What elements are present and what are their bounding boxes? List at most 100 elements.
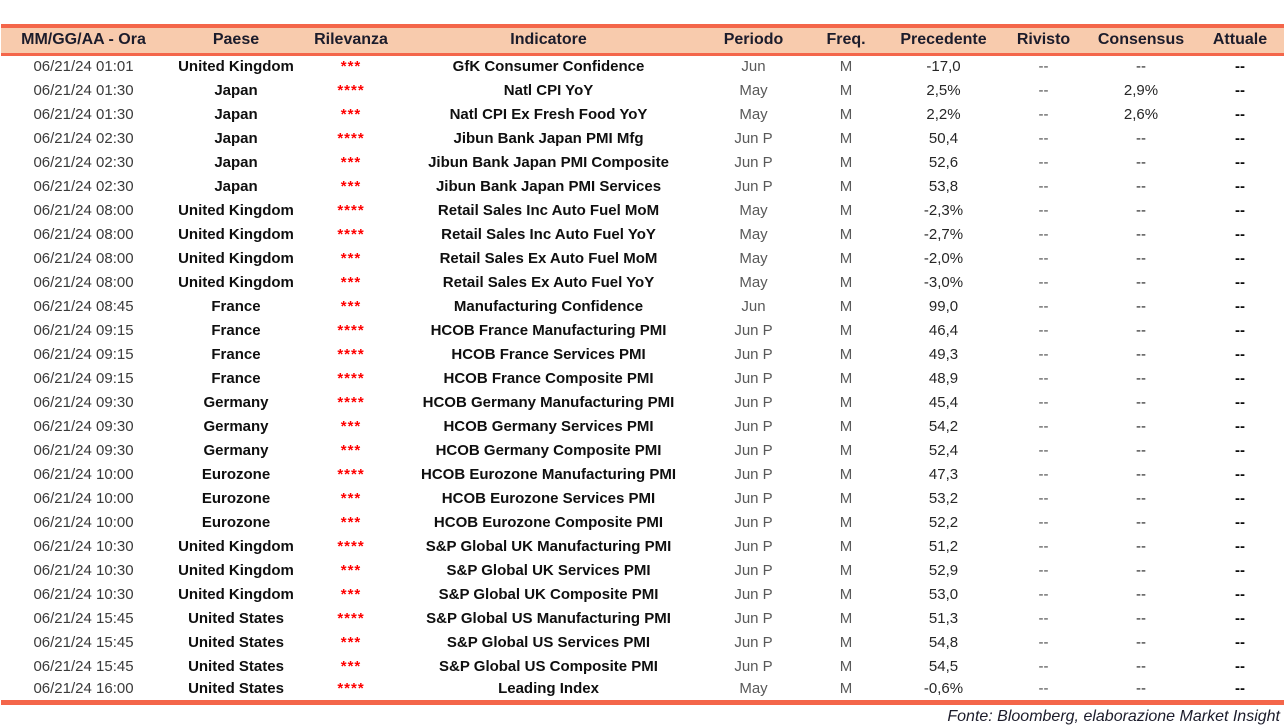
- cell-consensus: --: [1136, 657, 1146, 675]
- cell-frequency: M: [839, 609, 853, 627]
- cell-period: Jun P: [734, 177, 773, 195]
- cell-actual: --: [1235, 249, 1245, 267]
- cell-actual: --: [1235, 129, 1245, 147]
- table-row: 06/21/24 01:01 United Kingdom *** GfK Co…: [1, 54, 1284, 78]
- cell-country: France: [211, 321, 261, 339]
- cell-previous: 50,4: [928, 129, 959, 147]
- column-header-consensus: Consensus: [1086, 24, 1196, 56]
- cell-period: Jun P: [734, 609, 773, 627]
- relevance-stars-icon: ****: [337, 345, 365, 363]
- cell-indicator: HCOB Eurozone Services PMI: [441, 489, 656, 507]
- relevance-stars-icon: ***: [340, 417, 362, 435]
- cell-actual: --: [1235, 417, 1245, 435]
- relevance-stars-icon: ****: [337, 225, 365, 243]
- cell-period: Jun P: [734, 585, 773, 603]
- cell-frequency: M: [839, 249, 853, 267]
- cell-revised: --: [1038, 177, 1049, 195]
- cell-frequency: M: [839, 153, 853, 171]
- cell-actual: --: [1235, 561, 1245, 579]
- table-row: 06/21/24 08:00 United Kingdom **** Retai…: [1, 198, 1284, 222]
- cell-previous: 53,2: [928, 489, 959, 507]
- cell-indicator: S&P Global UK Services PMI: [446, 561, 651, 579]
- cell-actual: --: [1235, 633, 1245, 651]
- cell-actual: --: [1235, 489, 1245, 507]
- table-row: 06/21/24 02:30 Japan *** Jibun Bank Japa…: [1, 174, 1284, 198]
- table-row: 06/21/24 10:00 Eurozone *** HCOB Eurozon…: [1, 486, 1284, 510]
- table-row: 06/21/24 10:30 United Kingdom *** S&P Gl…: [1, 582, 1284, 606]
- cell-revised: --: [1001, 678, 1086, 705]
- cell-datetime: 06/21/24 09:15: [33, 321, 134, 339]
- cell-previous: 51,2: [928, 537, 959, 555]
- relevance-stars-icon: ****: [337, 537, 365, 555]
- header-row: MM/GG/AA - Ora Paese Rilevanza Indicator…: [1, 24, 1284, 56]
- cell-indicator: HCOB Eurozone Composite PMI: [433, 513, 664, 531]
- cell-consensus: --: [1086, 678, 1196, 705]
- cell-consensus: --: [1136, 225, 1146, 243]
- cell-previous: 52,2: [928, 513, 959, 531]
- cell-indicator: Natl CPI YoY: [503, 81, 594, 99]
- table-row: 06/21/24 09:30 Germany *** HCOB Germany …: [1, 414, 1284, 438]
- cell-consensus: --: [1136, 417, 1146, 435]
- cell-actual: --: [1235, 393, 1245, 411]
- cell-previous: -2,7%: [923, 225, 964, 243]
- cell-country: United Kingdom: [178, 273, 294, 291]
- cell-period: Jun P: [734, 489, 773, 507]
- table-row: 06/21/24 09:15 France **** HCOB France C…: [1, 366, 1284, 390]
- cell-country: United States: [188, 609, 284, 627]
- cell-revised: --: [1038, 321, 1049, 339]
- cell-country: France: [211, 345, 261, 363]
- cell-datetime: 06/21/24 01:01: [33, 58, 134, 76]
- table-row: 06/21/24 09:30 Germany **** HCOB Germany…: [1, 390, 1284, 414]
- column-header-revised: Rivisto: [1001, 24, 1086, 56]
- cell-frequency: M: [839, 58, 853, 76]
- cell-indicator: Jibun Bank Japan PMI Composite: [428, 153, 669, 171]
- cell-revised: --: [1038, 58, 1049, 76]
- cell-previous: 51,3: [928, 609, 959, 627]
- cell-country: Germany: [203, 393, 269, 411]
- cell-actual: --: [1235, 297, 1245, 315]
- table-row: 06/21/24 09:15 France **** HCOB France S…: [1, 342, 1284, 366]
- relevance-stars-icon: ***: [340, 585, 362, 603]
- cell-frequency: M: [839, 585, 853, 603]
- cell-previous: -3,0%: [923, 273, 964, 291]
- cell-datetime: 06/21/24 08:00: [33, 273, 134, 291]
- table-row: 06/21/24 08:00 United Kingdom **** Retai…: [1, 222, 1284, 246]
- relevance-stars-icon: ****: [337, 321, 365, 339]
- cell-country: United States: [166, 678, 306, 705]
- table-header: MM/GG/AA - Ora Paese Rilevanza Indicator…: [1, 24, 1284, 56]
- cell-previous: 47,3: [928, 465, 959, 483]
- relevance-stars-icon: ****: [337, 465, 365, 483]
- cell-revised: --: [1038, 585, 1049, 603]
- cell-revised: --: [1038, 465, 1049, 483]
- cell-indicator: Natl CPI Ex Fresh Food YoY: [449, 105, 648, 123]
- cell-datetime: 06/21/24 15:45: [33, 609, 134, 627]
- table-row: 06/21/24 15:45 United States *** S&P Glo…: [1, 630, 1284, 654]
- cell-period: May: [739, 105, 768, 123]
- cell-actual: --: [1235, 345, 1245, 363]
- cell-country: United Kingdom: [178, 537, 294, 555]
- cell-actual: --: [1196, 678, 1284, 705]
- cell-previous: 48,9: [928, 369, 959, 387]
- cell-country: United Kingdom: [178, 201, 294, 219]
- table-row: 06/21/24 02:30 Japan *** Jibun Bank Japa…: [1, 150, 1284, 174]
- cell-datetime: 06/21/24 02:30: [33, 153, 134, 171]
- cell-indicator: Retail Sales Ex Auto Fuel YoY: [442, 273, 655, 291]
- cell-period: May: [739, 201, 768, 219]
- cell-frequency: M: [839, 177, 853, 195]
- cell-revised: --: [1038, 633, 1049, 651]
- column-header-frequency: Freq.: [806, 24, 886, 56]
- cell-period: Jun: [741, 58, 766, 76]
- cell-datetime: 06/21/24 10:00: [33, 465, 134, 483]
- cell-frequency: M: [839, 81, 853, 99]
- cell-actual: --: [1235, 585, 1245, 603]
- cell-country: United Kingdom: [178, 225, 294, 243]
- cell-consensus: --: [1136, 369, 1146, 387]
- table-row: 06/21/24 09:30 Germany *** HCOB Germany …: [1, 438, 1284, 462]
- relevance-stars-icon: ***: [340, 177, 362, 195]
- cell-frequency: M: [839, 489, 853, 507]
- cell-consensus: --: [1136, 585, 1146, 603]
- cell-datetime: 06/21/24 09:30: [33, 393, 134, 411]
- cell-previous: 45,4: [928, 393, 959, 411]
- cell-revised: --: [1038, 153, 1049, 171]
- cell-previous: 49,3: [928, 345, 959, 363]
